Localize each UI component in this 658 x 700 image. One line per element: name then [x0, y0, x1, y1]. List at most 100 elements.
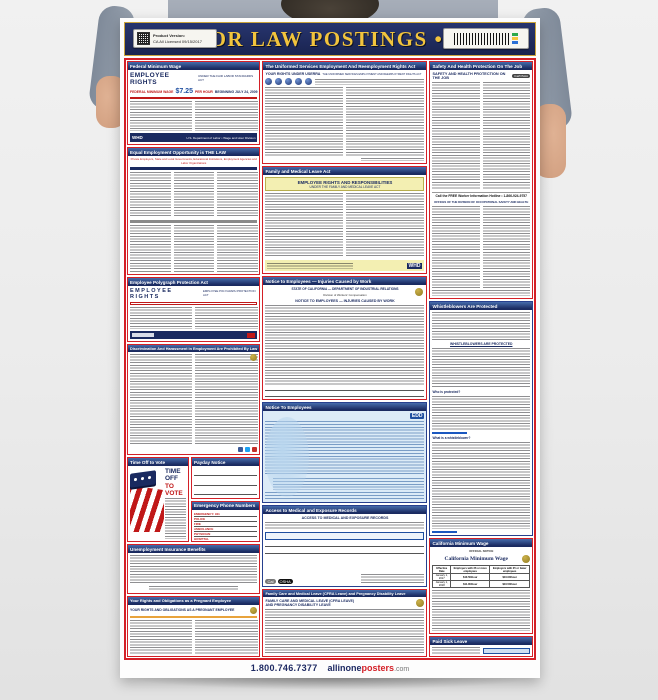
safety-offices-title: OFFICES OF THE DIVISION OF OCCUPATIONAL …: [434, 200, 529, 205]
eeo-divider-mid: [130, 220, 258, 224]
whd-logo: WHD: [406, 262, 423, 269]
column-left: Federal Minimum Wage EMPLOYEE RIGHTS UND…: [126, 60, 261, 658]
text-block: [432, 348, 530, 389]
userra-title: YOUR RIGHTS UNDER USERRA: [265, 72, 321, 77]
section-time-off-to-vote: Time Off to Vote TIME OFF TO VOTE: [127, 457, 189, 542]
safety-header: Safety And Health Protection On The Job: [430, 62, 532, 71]
product-version-sticker: Product Version: CA All Licensed 09/15/2…: [133, 29, 217, 48]
cfra-title1: FAMILY CARE AND MEDICAL LEAVE (CFRA LEAV…: [265, 599, 355, 604]
camw-col-header: Effective Date: [432, 565, 452, 575]
brand-part-3: .com: [394, 666, 410, 673]
text-block: [360, 574, 425, 584]
payday-form-line: [194, 468, 258, 477]
section-edd-notice: Notice To Employees EDD: [262, 402, 428, 503]
sticker-line1: Product Version:: [153, 33, 186, 39]
military-seal-icon: [265, 78, 273, 86]
polygraph-rule-box: [130, 302, 258, 306]
polygraph-subtitle: EMPLOYEE POLYGRAPH PROTECTION ACT: [202, 289, 256, 298]
qr-code-icon: [137, 32, 150, 45]
flag-ballot-graphic: [130, 468, 164, 533]
hyperlink-bar: [432, 531, 457, 533]
eeo-divider-top: [130, 166, 258, 170]
fmw-wage-label: FEDERAL MINIMUM WAGE: [130, 90, 174, 95]
polygraph-footer-bar: [130, 331, 258, 339]
poster-title: LABOR LAW POSTINGS • 2018: [161, 26, 499, 51]
text-block: [195, 619, 258, 654]
text-block: [130, 354, 193, 444]
emergency-item: HOSPITAL: [194, 537, 258, 541]
state-seal-icon: [522, 555, 530, 564]
section-federal-minimum-wage: Federal Minimum Wage EMPLOYEE RIGHTS UND…: [127, 61, 261, 145]
text-block: [195, 101, 258, 131]
eeo-subtitle: Private Employers, State and Local Gover…: [130, 157, 257, 165]
emergency-item: POLICE: [194, 517, 258, 522]
military-seal-icon: [305, 78, 313, 86]
state-seal-icon: [415, 288, 424, 297]
userra-body-text: [265, 87, 425, 156]
color-chips: [512, 33, 518, 44]
section-pregnant-employee: Your Rights and Obligations as a Pregnan…: [127, 596, 261, 657]
text-block: [346, 87, 425, 156]
osha-logo: OSHA: [277, 579, 293, 584]
text-block: [432, 396, 530, 431]
fmw-subtitle: UNDER THE FAIR LABOR STANDARDS ACT: [198, 74, 254, 83]
section-safety-health: Safety And Health Protection On The Job …: [429, 61, 533, 299]
text-block: [265, 193, 344, 258]
military-seal-icon: [295, 78, 303, 86]
pregnant-title: YOUR RIGHTS AND OBLIGATIONS AS A PREGNAN…: [130, 608, 235, 613]
cfra-header: Family Care and Medical Leave (CFRA Leav…: [263, 590, 427, 598]
office-list-block: [432, 206, 480, 288]
fmw-per-hour: PER HOUR: [194, 90, 213, 95]
text-block: [273, 478, 425, 490]
fmla-body-text: [265, 193, 425, 258]
records-highlight-box: [265, 532, 425, 541]
form-line: [265, 542, 425, 548]
section-polygraph: Employee Polygraph Protection Act EMPLOY…: [127, 277, 261, 342]
text-block: [173, 171, 214, 219]
vote-line2: TO VOTE: [165, 483, 183, 498]
payday-header: Payday Notice: [192, 458, 260, 467]
barcode-sticker: [443, 28, 529, 49]
polygraph-body-text: [130, 307, 258, 329]
section-emergency-phone-numbers: Emergency Phone Numbers EMERGENCY: 911 P…: [191, 500, 261, 542]
text-block: [265, 87, 344, 156]
brand-logo: allinoneposters.com: [328, 663, 410, 673]
twitter-icon: [245, 446, 251, 452]
camw-title: California Minimum Wage: [444, 556, 508, 563]
whistle-q2: What is a whistleblower?: [432, 436, 471, 441]
fmla-title-box: EMPLOYEE RIGHTS AND RESPONSIBILITIES UND…: [265, 177, 425, 192]
injuries-line3: NOTICE TO EMPLOYEES — INJURIES CAUSED BY…: [295, 299, 395, 304]
row-vote-payday: Time Off to Vote TIME OFF TO VOTE: [126, 456, 261, 543]
brand-part-1: allinone: [327, 663, 362, 673]
column-right: Safety And Health Protection On The Job …: [428, 60, 534, 658]
whistle-header: Whistleblowers Are Protected: [430, 302, 532, 311]
text-block: [130, 307, 193, 329]
text-block: [432, 590, 530, 631]
whd-logo: WHD: [132, 135, 143, 140]
camw-col-header: Employers with 26 or more employees: [450, 565, 491, 575]
camw-cell: $11.00/hour: [450, 580, 491, 589]
discrimination-header: Discrimination And Harassment in Employm…: [128, 345, 260, 353]
camw-cell: January 1, 2017: [432, 573, 452, 582]
hyperlink-bar: [432, 432, 467, 435]
footer-logo-strip: [132, 333, 154, 337]
camw-header: California Minimum Wage: [430, 539, 532, 548]
fmla-header: Family and Medical Leave Act: [263, 167, 427, 176]
text-block: [432, 442, 530, 529]
state-seal-icon: [250, 606, 258, 614]
text-block: [195, 307, 258, 329]
chip-green: [512, 33, 518, 36]
section-eeo-is-the-law: Equal Employment Opportunity is THE LAW …: [127, 147, 261, 275]
text-block: [130, 555, 258, 584]
poster-grid: Federal Minimum Wage EMPLOYEE RIGHTS UND…: [124, 58, 536, 660]
ballot-box-icon: [130, 470, 156, 489]
text-block: [432, 647, 480, 655]
text-block: [173, 225, 214, 272]
safety-body-text: [432, 82, 531, 191]
text-block: [149, 586, 239, 591]
office-list-block: [482, 206, 531, 288]
labor-law-poster: Product Version: CA All Licensed 09/15/2…: [120, 18, 540, 678]
discrimination-body-text: [130, 354, 258, 444]
records-title: ACCESS TO MEDICAL AND EXPOSURE RECORDS: [301, 516, 389, 521]
fmw-title: EMPLOYEE RIGHTS: [130, 72, 170, 87]
